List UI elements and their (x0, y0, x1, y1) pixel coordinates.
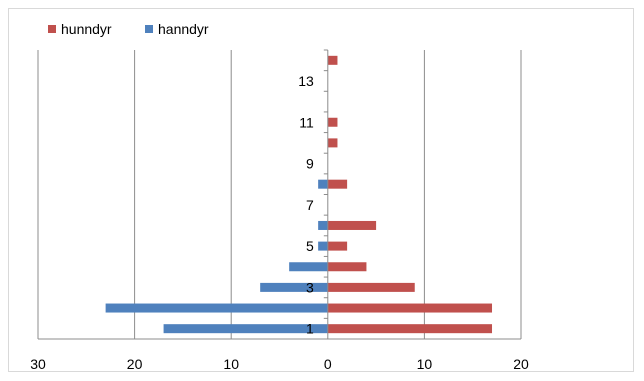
category-label: 7 (306, 197, 314, 213)
bars (105, 55, 493, 334)
bar-hunndyr (327, 324, 493, 334)
bar-hunndyr (327, 262, 367, 272)
category-label: 13 (298, 73, 314, 89)
x-tick-label: 20 (513, 356, 529, 372)
legend-label: hanndyr (158, 21, 209, 37)
bar-hunndyr (327, 241, 348, 251)
x-tick-label: 20 (127, 356, 143, 372)
bar-hunndyr (327, 55, 338, 65)
y-axis (323, 49, 329, 340)
category-label: 9 (306, 156, 314, 172)
category-label: 1 (306, 321, 314, 337)
bar-hunndyr (327, 220, 377, 230)
legend-swatch (48, 25, 56, 33)
bar-hunndyr (327, 282, 415, 292)
category-label: 11 (299, 114, 314, 130)
x-tick-label: 0 (324, 356, 332, 372)
x-tick-label: 30 (30, 356, 46, 372)
bar-hanndyr (260, 282, 328, 292)
category-label: 3 (306, 279, 314, 295)
bar-hanndyr (289, 262, 328, 272)
legend-label: hunndyr (61, 21, 112, 37)
bar-hanndyr (318, 179, 328, 189)
bar-hanndyr (105, 303, 328, 313)
legend-swatch (145, 25, 153, 33)
bar-hanndyr (318, 220, 328, 230)
bar-hunndyr (327, 303, 493, 313)
legend: hunndyr hanndyr (48, 21, 209, 37)
x-tick-label: 10 (417, 356, 433, 372)
bar-hunndyr (327, 117, 338, 127)
x-tick-label: 10 (223, 356, 239, 372)
bar-hunndyr (327, 179, 348, 189)
category-label: 5 (306, 238, 314, 254)
gridlines (37, 50, 522, 340)
bar-hunndyr (327, 138, 338, 148)
bar-hanndyr (318, 241, 328, 251)
bar-hanndyr (163, 324, 328, 334)
x-tick-labels: 30 20 10 0 10 20 (30, 356, 529, 372)
